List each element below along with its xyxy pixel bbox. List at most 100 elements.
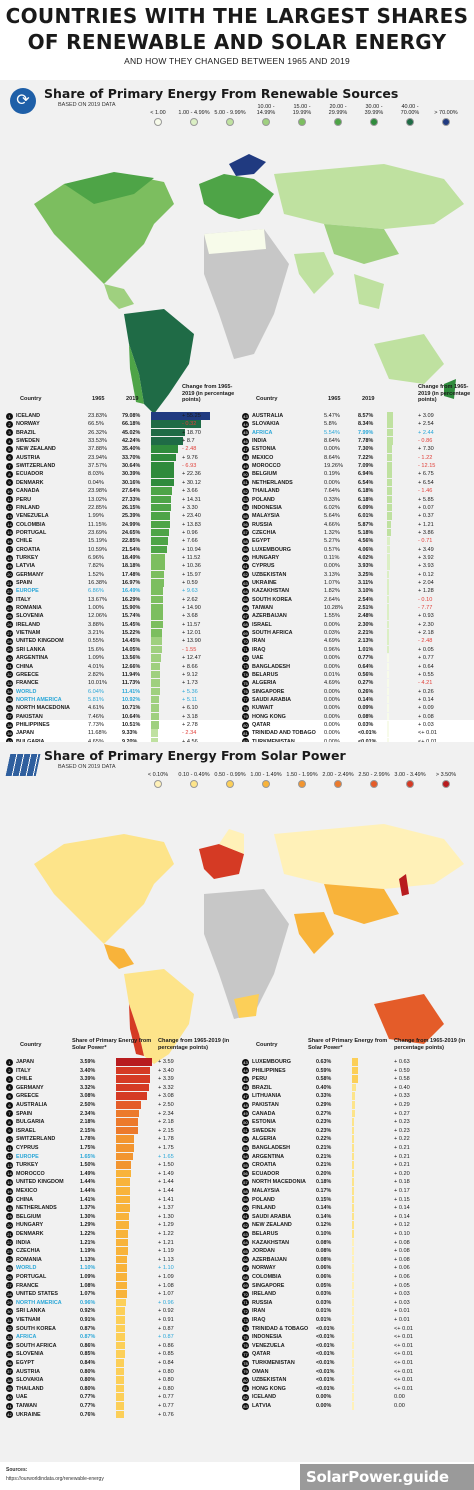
value-share: 1.09% — [80, 1274, 96, 1280]
value-share: 0.03% — [316, 1291, 332, 1298]
legend-item: 1.50 - 1.99% — [284, 766, 320, 788]
value-share: 0.80% — [80, 1385, 96, 1392]
bar — [352, 1333, 354, 1341]
country-name: PORTUGAL — [16, 529, 47, 536]
table-row: 31 CHINA 4.01% 12.66% + 8.66 — [6, 663, 234, 671]
value-2019: 18.49% — [122, 554, 141, 561]
bar — [151, 512, 171, 520]
country-name: VENEZUELA — [16, 513, 49, 520]
bar — [116, 1367, 124, 1376]
bar — [387, 654, 389, 662]
bar — [387, 662, 389, 671]
bar — [151, 462, 174, 470]
value-change: + 0.64 — [418, 663, 434, 670]
value-change: + 5.85 — [418, 496, 434, 503]
bar — [116, 1212, 129, 1221]
value-2019: 7.09% — [358, 463, 374, 470]
country-name: BELGIUM — [252, 471, 277, 478]
value-2019: 45.02% — [122, 429, 141, 436]
bar — [151, 553, 165, 562]
bar — [352, 1212, 354, 1221]
table-row: 36 NORTH MACEDONIA 4.61% 10.71% + 6.10 — [6, 704, 234, 712]
bar — [352, 1281, 354, 1290]
country-name: MALAYSIA — [252, 1188, 280, 1194]
rank-badge: 62 — [242, 571, 249, 579]
table-row: 37 PAKISTAN 7.46% 10.64% + 3.18 — [6, 713, 234, 721]
bar — [151, 445, 178, 453]
value-2019: 2.51% — [358, 605, 374, 612]
table-row: 46 INDIA 8.64% 7.78% - 0.86 — [242, 437, 470, 445]
rank-badge: 78 — [242, 704, 249, 712]
country-name: CANADA — [16, 488, 40, 495]
value-change: <+ 0.01 — [418, 738, 437, 746]
table-row: 10 CANADA 23.98% 27.64% + 3.66 — [6, 487, 234, 495]
table-row: 15 PORTUGAL 23.69% 24.65% + 0.96 — [6, 529, 234, 537]
rank-badge: 81 — [242, 1385, 249, 1393]
value-1965: 8.03% — [88, 471, 104, 478]
value-share: 0.08% — [316, 1256, 332, 1263]
value-change: + 9.12 — [182, 671, 198, 678]
value-share: 3.59% — [80, 1059, 96, 1065]
rank-badge: 63 — [242, 579, 249, 587]
table-row: 69 SINGAPORE 0.05% + 0.05 — [242, 1282, 470, 1290]
rank-badge: 75 — [242, 679, 249, 687]
country-name: NORTH AMERICA — [16, 696, 62, 703]
country-name: SLOVENIA — [16, 1351, 44, 1358]
value-1965: 5.81% — [88, 696, 104, 703]
rank-badge: 43 — [242, 1058, 249, 1066]
value-change: + 1.75 — [158, 1145, 174, 1151]
table-row: 63 UKRAINE 1.07% 3.11% + 2.04 — [242, 579, 470, 587]
solar-table-right: Country Share of Primary Energy from Sola… — [242, 1038, 470, 1452]
bar — [387, 612, 389, 620]
sources-link[interactable]: https://ourworldindata.org/renewable-ene… — [6, 1476, 104, 1482]
value-1965: 4.01% — [88, 663, 104, 670]
bar — [352, 1109, 355, 1118]
bar — [352, 1307, 354, 1315]
country-name: BELARUS — [252, 671, 279, 678]
rank-badge: 79 — [242, 713, 249, 721]
table-row: 67 NORWAY 0.06% + 0.06 — [242, 1264, 470, 1272]
value-2019: 21.54% — [122, 546, 141, 553]
bar — [116, 1066, 150, 1075]
value-share: <0.01% — [316, 1334, 335, 1341]
rank-badge: 41 — [6, 1402, 13, 1410]
table-row: 36 EGYPT 0.84% + 0.84 — [6, 1359, 234, 1367]
table-row: 60 HUNGARY 0.11% 4.02% + 3.92 — [242, 554, 470, 562]
rank-badge: 20 — [6, 571, 13, 579]
bar — [116, 1341, 125, 1350]
value-2019: 12.66% — [122, 663, 141, 670]
table-row: 39 THAILAND 0.80% + 0.80 — [6, 1385, 234, 1393]
value-1965: 23.83% — [88, 413, 107, 419]
rank-badge: 5 — [6, 1092, 13, 1100]
table-row: 66 TAIWAN 10.28% 2.51% - 7.77 — [242, 604, 470, 612]
value-2019: 9.33% — [122, 730, 138, 737]
value-share: <0.01% — [316, 1342, 335, 1349]
rank-badge: 68 — [242, 621, 249, 629]
bar — [387, 695, 389, 704]
table-row: 40 UAE 0.77% + 0.77 — [6, 1393, 234, 1401]
country-name: FRANCE — [16, 1282, 39, 1289]
bar — [352, 1341, 354, 1350]
bar — [151, 729, 158, 737]
bar — [151, 704, 160, 712]
country-name: IRAQ — [252, 1317, 266, 1323]
value-change: - 1.55 — [182, 646, 197, 653]
bar — [151, 545, 168, 554]
value-change: + 3.92 — [418, 554, 434, 561]
bar — [151, 570, 165, 579]
value-1965: 6.96% — [88, 554, 104, 561]
rank-badge: 71 — [242, 646, 249, 654]
table-row: 41 TAIWAN 0.77% + 0.77 — [6, 1402, 234, 1410]
table-row: 62 NEW ZEALAND 0.12% + 0.12 — [242, 1221, 470, 1229]
value-change: <+ 0.01 — [394, 1325, 413, 1332]
value-1965: 2.82% — [88, 671, 104, 678]
rank-badge: 18 — [6, 554, 13, 562]
value-2019: 16.49% — [122, 588, 141, 595]
value-change: + 2.18 — [158, 1119, 174, 1126]
value-2019: 2.48% — [358, 613, 374, 620]
value-share: 0.92% — [80, 1308, 96, 1315]
value-change: + 1.10 — [158, 1265, 174, 1272]
table-row: 70 IRELAND 0.03% + 0.03 — [242, 1290, 470, 1298]
table-row: 13 TURKEY 1.50% + 1.50 — [6, 1161, 234, 1169]
bar — [151, 478, 174, 487]
